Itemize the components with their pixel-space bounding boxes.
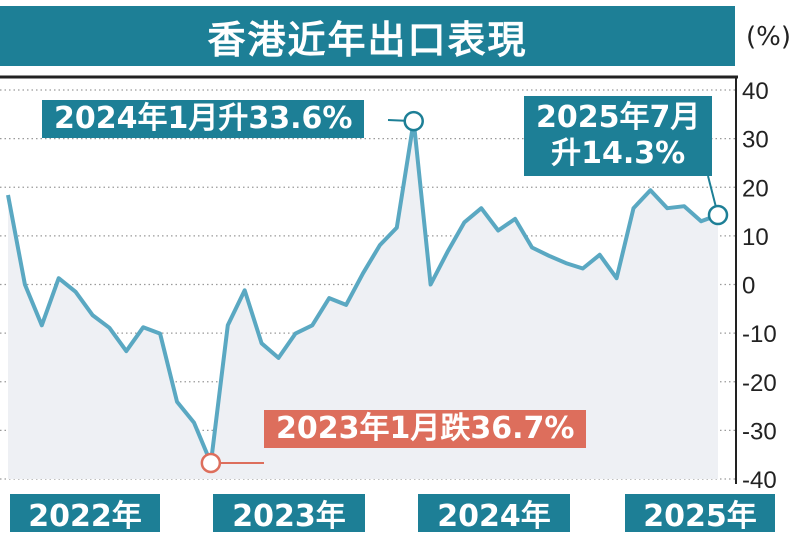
y-tick-label: 10 bbox=[742, 224, 769, 251]
highlight-markers bbox=[200, 110, 729, 474]
year-label-2025: 2025年 bbox=[625, 494, 775, 534]
page-title: 香港近年出口表現 bbox=[207, 17, 528, 62]
y-tick-label: 30 bbox=[742, 127, 769, 154]
marker-jul-2025 bbox=[707, 204, 729, 226]
callout-jan-2024: 2024年1月升33.6% bbox=[42, 100, 365, 138]
y-tick-label: -20 bbox=[742, 370, 777, 397]
year-label-2022: 2022年 bbox=[10, 494, 160, 534]
area-fill bbox=[8, 121, 718, 479]
marker-jan-2024 bbox=[403, 110, 424, 132]
y-tick-labels: 40 30 20 10 0 -10 -20 -30 -40 bbox=[742, 78, 777, 494]
y-tick-label: 40 bbox=[742, 78, 769, 105]
y-tick-label: -40 bbox=[742, 467, 777, 494]
callout-jan-2023: 2023年1月跌36.7% bbox=[264, 410, 587, 448]
y-tick-label: -30 bbox=[742, 418, 777, 445]
y-tick-label: 20 bbox=[742, 175, 769, 202]
year-label-2023: 2023年 bbox=[213, 494, 365, 534]
y-tick-label: 0 bbox=[742, 273, 755, 300]
callout-jul-2025: 2025年7月 升14.3% bbox=[524, 96, 713, 176]
marker-jan-2023 bbox=[200, 452, 222, 474]
title-bar: 香港近年出口表現 bbox=[0, 6, 735, 66]
year-label-2024: 2024年 bbox=[418, 494, 570, 534]
series-line bbox=[6, 119, 719, 465]
y-tick-label: -10 bbox=[742, 321, 777, 348]
unit-label: (%) bbox=[746, 22, 791, 52]
